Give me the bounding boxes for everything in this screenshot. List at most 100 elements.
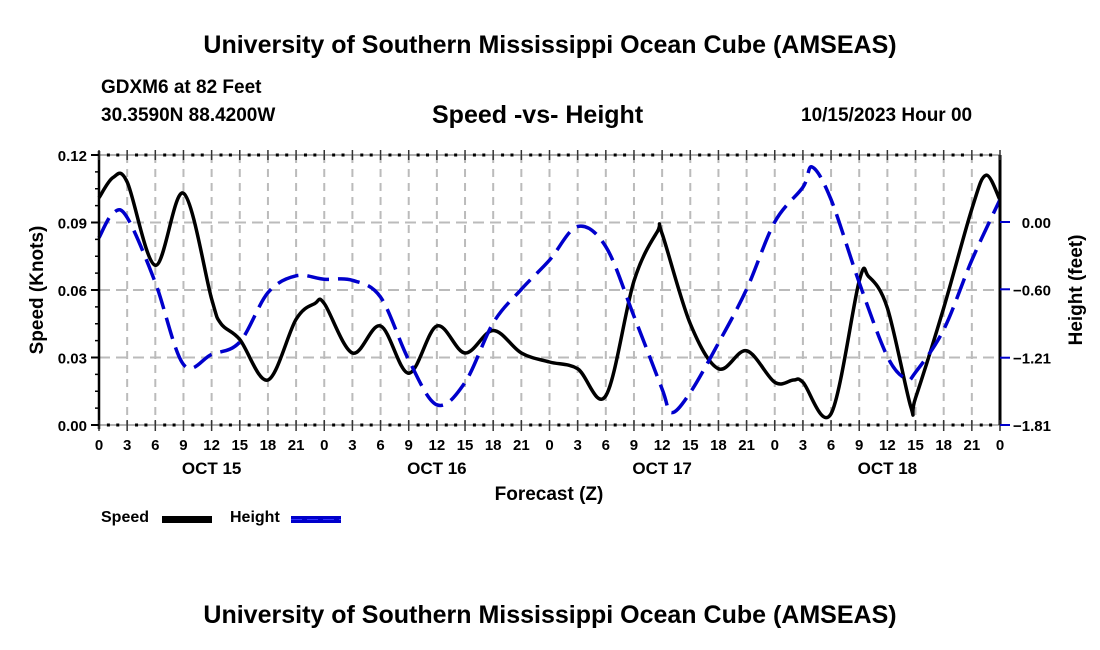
minor-tick-bottom <box>332 423 336 427</box>
minor-tick-bottom <box>810 423 814 427</box>
minor-tick-bottom <box>932 423 936 427</box>
minor-tick-top <box>989 153 993 157</box>
x-tick-label: 18 <box>710 437 727 454</box>
x-tick-label: 21 <box>513 437 530 454</box>
minor-tick-top <box>848 153 852 157</box>
x-tick-label: 18 <box>260 437 277 454</box>
grid <box>99 155 1000 425</box>
minor-tick-top <box>444 153 448 157</box>
minor-tick-bottom <box>369 423 373 427</box>
minor-tick-top <box>782 153 786 157</box>
y2-tick-label: −0.60 <box>1013 282 1051 299</box>
x-tick-label: 18 <box>485 437 502 454</box>
minor-tick-bottom <box>792 423 796 427</box>
y-tick-label: 0.09 <box>58 216 87 233</box>
minor-tick-top <box>820 153 824 157</box>
minor-tick-top <box>116 153 120 157</box>
axis-labels: 0 3 6 9 12 15 18 21 0 3 6 9 12 15 18 21 0 3 6 9 12 15 18 21 0 3 6 9… <box>27 148 1087 505</box>
minor-tick-top <box>275 153 279 157</box>
minor-tick-bottom <box>566 423 570 427</box>
minor-tick-top <box>369 153 373 157</box>
minor-tick-bottom <box>425 423 429 427</box>
minor-tick-bottom <box>285 423 289 427</box>
x-tick-label: 21 <box>738 437 755 454</box>
minor-tick-top <box>191 153 195 157</box>
minor-tick-bottom <box>106 423 110 427</box>
minor-tick-bottom <box>529 423 533 427</box>
minor-tick-bottom <box>219 423 223 427</box>
y-tick-label: 0.06 <box>58 283 87 300</box>
minor-tick-bottom <box>876 423 880 427</box>
minor-tick-top <box>510 153 514 157</box>
minor-tick-top <box>501 153 505 157</box>
minor-tick-bottom <box>623 423 627 427</box>
y2-tick-label: −1.81 <box>1013 418 1051 435</box>
minor-tick-top <box>200 153 204 157</box>
minor-tick-top <box>332 153 336 157</box>
minor-tick-top <box>566 153 570 157</box>
day-label: OCT 18 <box>858 459 918 478</box>
x-tick-label: 6 <box>151 437 159 454</box>
minor-tick-bottom <box>454 423 458 427</box>
minor-tick-top <box>172 153 176 157</box>
minor-tick-bottom <box>172 423 176 427</box>
minor-tick-bottom <box>144 423 148 427</box>
x-tick-label: 3 <box>348 437 356 454</box>
chart-main-title: University of Southern Mississippi Ocean… <box>203 31 897 59</box>
minor-tick-bottom <box>951 423 955 427</box>
coordinates-label: 30.3590N 88.4200W <box>101 105 276 126</box>
minor-tick-top <box>895 153 899 157</box>
x-tick-label: 15 <box>457 437 474 454</box>
x-tick-label: 9 <box>630 437 638 454</box>
series-line-speed <box>97 171 1002 420</box>
minor-tick-bottom <box>482 423 486 427</box>
minor-tick-bottom <box>726 423 730 427</box>
minor-tick-bottom <box>200 423 204 427</box>
minor-tick-top <box>867 153 871 157</box>
station-label: GDXM6 at 82 Feet <box>101 77 262 98</box>
minor-tick-top <box>106 153 110 157</box>
minor-tick-bottom <box>275 423 279 427</box>
day-label: OCT 15 <box>182 459 242 478</box>
minor-tick-bottom <box>960 423 964 427</box>
minor-tick-bottom <box>698 423 702 427</box>
x-tick-label: 15 <box>907 437 924 454</box>
footer-title: University of Southern Mississippi Ocean… <box>203 601 897 629</box>
minor-tick-top <box>538 153 542 157</box>
x-tick-label: 15 <box>682 437 699 454</box>
y2-tick-label: 0.00 <box>1022 215 1051 232</box>
minor-tick-top <box>594 153 598 157</box>
x-tick-label: 6 <box>376 437 384 454</box>
series-line-height <box>97 165 1002 415</box>
minor-tick-bottom <box>651 423 655 427</box>
minor-tick-top <box>641 153 645 157</box>
minor-tick-top <box>529 153 533 157</box>
x-tick-label: 18 <box>935 437 952 454</box>
minor-tick-bottom <box>538 423 542 427</box>
minor-tick-bottom <box>257 423 261 427</box>
minor-tick-bottom <box>444 423 448 427</box>
x-tick-label: 21 <box>964 437 981 454</box>
minor-tick-top <box>960 153 964 157</box>
legend-swatch-dash <box>291 519 341 520</box>
minor-tick-top <box>623 153 627 157</box>
minor-tick-top <box>397 153 401 157</box>
minor-tick-bottom <box>707 423 711 427</box>
forecast-datetime: 10/15/2023 Hour 00 <box>801 105 973 126</box>
y2-axis-title: Height (feet) <box>1066 235 1087 346</box>
minor-tick-top <box>707 153 711 157</box>
minor-tick-top <box>228 153 232 157</box>
legend-item-speed: Speed <box>101 509 149 527</box>
minor-tick-top <box>144 153 148 157</box>
x-tick-label: 3 <box>123 437 131 454</box>
minor-tick-top <box>416 153 420 157</box>
x-tick-label: 12 <box>654 437 671 454</box>
x-tick-label: 21 <box>288 437 305 454</box>
x-tick-label: 9 <box>855 437 863 454</box>
minor-tick-bottom <box>135 423 139 427</box>
minor-tick-bottom <box>472 423 476 427</box>
x-tick-label: 12 <box>429 437 446 454</box>
minor-tick-bottom <box>360 423 364 427</box>
minor-tick-bottom <box>191 423 195 427</box>
minor-tick-top <box>454 153 458 157</box>
